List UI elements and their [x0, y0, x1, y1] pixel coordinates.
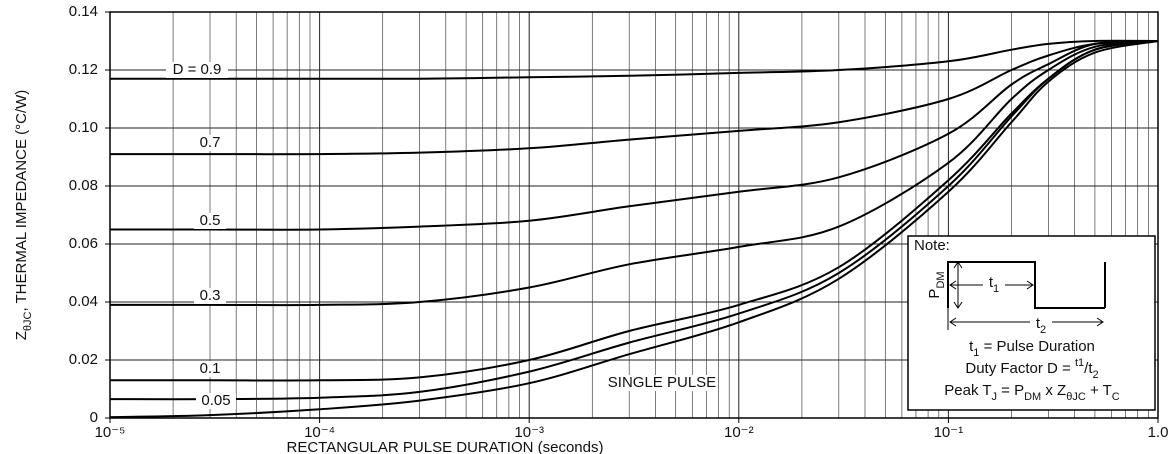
y-tick-label: 0.12 — [69, 61, 98, 78]
label-bg — [194, 135, 226, 151]
label-bg — [196, 393, 236, 409]
text-segment: 1 — [973, 347, 979, 359]
text-segment: θJC — [22, 311, 34, 331]
t2-bg — [1030, 315, 1052, 331]
x-tick-label: 10⁻² — [724, 424, 754, 441]
text-segment: t1 — [1075, 357, 1084, 369]
t2-arrow — [949, 317, 1104, 327]
text-segment: Z — [13, 331, 30, 340]
y-tick-label: 0 — [90, 409, 98, 426]
note-line: Peak TJ = PDM x ZθJC + TC — [944, 382, 1120, 403]
note-line: Duty Factor D = t1/t2 — [965, 357, 1098, 381]
x-tick-label: 10⁻⁴ — [304, 424, 335, 441]
text-segment: J — [992, 391, 998, 403]
t1-bg — [983, 277, 1005, 293]
curve — [109, 40, 1159, 401]
text-segment: = Pulse Duration — [979, 338, 1094, 355]
series-label: 0.5 — [200, 212, 221, 229]
x-tick-label: 10⁻¹ — [934, 424, 964, 441]
curve — [109, 40, 1159, 419]
y-tick-label: 0.04 — [69, 293, 98, 310]
pulse-waveform — [947, 261, 1106, 309]
y-tick-label: 0.02 — [69, 351, 98, 368]
note-title: Note: — [914, 237, 950, 254]
text-segment: , THERMAL IMPEDANCE (°C/W) — [13, 90, 30, 312]
t1-label: t1 — [989, 274, 999, 295]
text-segment: θJC — [1066, 391, 1086, 403]
t2-label: t2 — [1036, 315, 1046, 336]
text-segment: /t — [1084, 360, 1093, 377]
note-line: t1 = Pulse Duration — [969, 338, 1095, 359]
series-label: 0.05 — [201, 392, 230, 409]
x-tick-label: 10⁻⁵ — [95, 424, 126, 441]
series-label: 0.3 — [200, 287, 221, 304]
series-label: SINGLE PULSE — [608, 374, 716, 391]
label-bg — [194, 213, 226, 229]
text-segment: + T — [1086, 382, 1112, 399]
text-segment: Peak T — [944, 382, 991, 399]
text-segment: Duty Factor D = — [965, 360, 1075, 377]
text-segment: C — [1112, 391, 1120, 403]
text-segment: P — [926, 289, 943, 299]
text-segment: DM — [935, 271, 947, 288]
plot-frame — [109, 11, 1159, 419]
text-segment: = P — [997, 382, 1024, 399]
label-bg — [606, 375, 718, 391]
y-tick-label: 0.14 — [69, 3, 98, 20]
series-label: 0.1 — [200, 360, 221, 377]
pdm-label: PDM — [926, 271, 947, 298]
text-segment: x Z — [1041, 382, 1066, 399]
text-segment: t — [969, 338, 974, 355]
series-label: 0.7 — [200, 134, 221, 151]
x-tick-label: 10⁻³ — [514, 424, 544, 441]
text-segment: t — [989, 274, 994, 291]
x-tick-label: 1.0 — [1148, 424, 1169, 441]
y-axis-label: ZθJC, THERMAL IMPEDANCE (°C/W) — [13, 90, 34, 341]
curve — [110, 40, 1159, 156]
y-tick-label: 0.08 — [69, 177, 98, 194]
y-tick-label: 0.06 — [69, 235, 98, 252]
text-segment: 2 — [1093, 369, 1099, 381]
text-segment: 1 — [993, 283, 999, 295]
text-segment: 2 — [1040, 324, 1046, 336]
curve — [110, 40, 1159, 231]
y-tick-label: 0.10 — [69, 119, 98, 136]
label-bg — [166, 62, 228, 78]
label-bg — [194, 288, 226, 304]
x-axis-label: RECTANGULAR PULSE DURATION (seconds) — [286, 439, 603, 454]
label-bg — [194, 361, 226, 377]
series-label: D = 0.9 — [173, 61, 222, 78]
curve — [110, 40, 1159, 307]
text-segment: DM — [1024, 391, 1041, 403]
text-segment: t — [1036, 315, 1041, 332]
curve — [110, 39, 1159, 80]
